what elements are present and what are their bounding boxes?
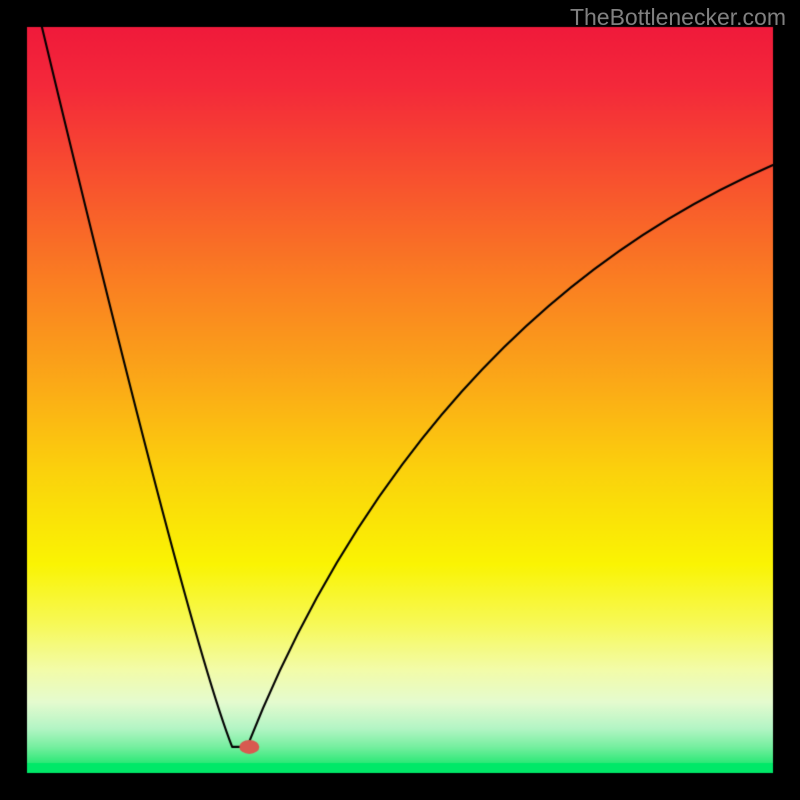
- bottleneck-chart: [0, 0, 800, 800]
- watermark-text: TheBottlenecker.com: [570, 4, 786, 31]
